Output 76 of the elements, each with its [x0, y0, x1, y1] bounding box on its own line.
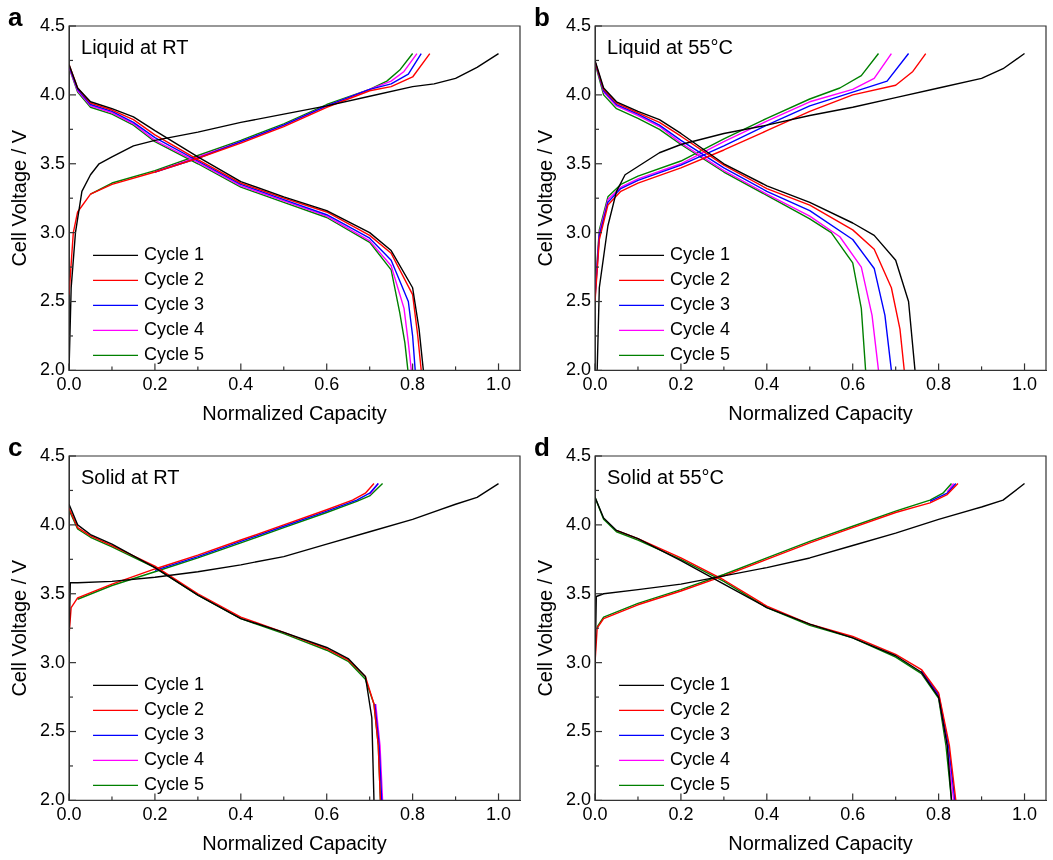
y-tick-label: 4.5	[39, 444, 66, 465]
x-tick-label: 1.0	[1012, 804, 1038, 825]
legend-label: Cycle 4	[144, 749, 205, 770]
text: Liquid at 55°C	[607, 35, 733, 58]
legend-label: Cycle 5	[144, 774, 205, 795]
legend-label: Cycle 3	[670, 724, 731, 745]
y-tick-label: 3.5	[39, 152, 66, 173]
y-tick-label: 3.5	[565, 152, 592, 173]
text: Solid at 55°C	[607, 465, 724, 488]
y-tick-label: 2.5	[39, 720, 66, 741]
legend-label: Cycle 1	[670, 244, 731, 265]
legend-label: Cycle 3	[144, 294, 205, 315]
y-tick-label: 3.0	[39, 651, 66, 672]
text: d	[534, 432, 550, 462]
y-tick-label: 3.0	[565, 221, 592, 242]
y-tick-label: 3.5	[565, 582, 592, 603]
x-tick-label: 0.2	[142, 374, 168, 395]
legend-label: Cycle 5	[670, 774, 731, 795]
x-tick-label: 0.6	[840, 374, 866, 395]
legend-label: Cycle 5	[670, 344, 731, 365]
y-axis-title: Cell Voltage / V	[533, 129, 556, 267]
y-tick-label: 3.0	[565, 651, 592, 672]
x-tick-label: 1.0	[1012, 374, 1038, 395]
legend-label: Cycle 1	[144, 674, 205, 695]
legend-label: Cycle 1	[670, 674, 731, 695]
text: Liquid at RT	[81, 35, 189, 58]
text: a	[8, 2, 23, 32]
y-tick-label: 4.0	[39, 513, 66, 534]
legend-label: Cycle 2	[144, 269, 205, 290]
legend-label: Cycle 4	[670, 749, 731, 770]
y-tick-label: 4.0	[565, 83, 592, 104]
x-tick-label: 0.4	[228, 374, 254, 395]
x-tick-label: 0.8	[400, 804, 426, 825]
y-axis-title: Cell Voltage / V	[533, 559, 556, 697]
x-tick-label: 0.2	[668, 804, 694, 825]
legend-label: Cycle 2	[144, 699, 205, 720]
y-tick-label: 3.0	[39, 221, 66, 242]
x-tick-label: 0.8	[926, 374, 952, 395]
legend-label: Cycle 2	[670, 269, 731, 290]
x-axis-title: Normalized Capacity	[728, 831, 913, 854]
x-tick-label: 0.6	[314, 374, 340, 395]
y-tick-label: 4.0	[565, 513, 592, 534]
y-tick-label: 4.5	[565, 444, 592, 465]
legend-label: Cycle 1	[144, 244, 205, 265]
y-tick-label: 2.5	[39, 290, 66, 311]
x-tick-label: 0.6	[840, 804, 866, 825]
legend-label: Cycle 4	[144, 319, 205, 340]
x-axis-title: Normalized Capacity	[202, 831, 387, 854]
y-axis-title: Cell Voltage / V	[7, 129, 30, 267]
x-tick-label: 0.6	[314, 804, 340, 825]
legend-label: Cycle 3	[670, 294, 731, 315]
text: c	[8, 432, 23, 462]
text: b	[534, 2, 550, 32]
y-tick-label: 4.5	[565, 14, 592, 35]
legend-label: Cycle 3	[144, 724, 205, 745]
x-tick-label: 0.2	[668, 374, 694, 395]
y-tick-label: 3.5	[39, 582, 66, 603]
x-tick-label: 0.4	[754, 804, 780, 825]
y-axis-title: Cell Voltage / V	[7, 559, 30, 697]
x-axis-title: Normalized Capacity	[202, 401, 387, 424]
text: Solid at RT	[81, 465, 180, 488]
x-tick-label: 1.0	[486, 804, 512, 825]
y-tick-label: 4.5	[39, 14, 66, 35]
x-tick-label: 0.2	[142, 804, 168, 825]
legend-label: Cycle 5	[144, 344, 205, 365]
y-tick-label: 2.5	[565, 290, 592, 311]
x-axis-title: Normalized Capacity	[728, 401, 913, 424]
y-tick-label: 4.0	[39, 83, 66, 104]
x-tick-label: 0.4	[754, 374, 780, 395]
x-tick-label: 1.0	[486, 374, 512, 395]
x-tick-label: 0.8	[400, 374, 426, 395]
x-tick-label: 0.4	[228, 804, 254, 825]
legend-label: Cycle 4	[670, 319, 731, 340]
y-tick-label: 2.5	[565, 720, 592, 741]
x-tick-label: 0.8	[926, 804, 952, 825]
legend-label: Cycle 2	[670, 699, 731, 720]
